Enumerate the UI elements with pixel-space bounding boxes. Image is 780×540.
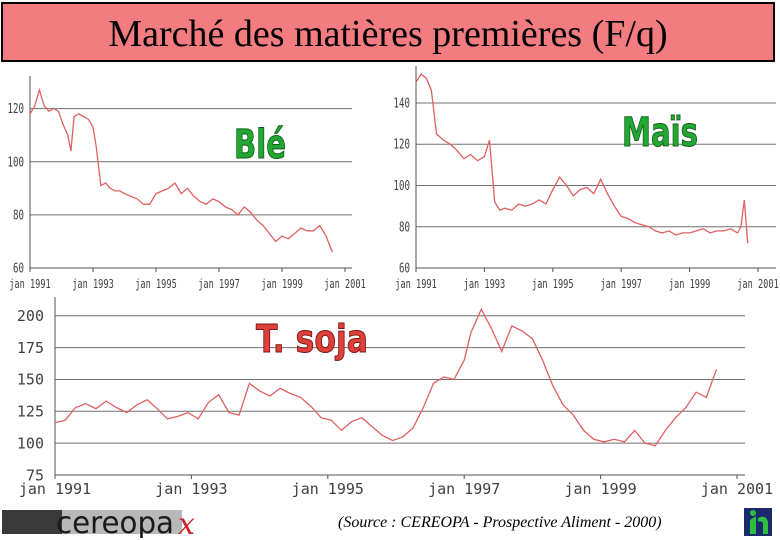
- x-tick-label: jan 1993: [72, 278, 114, 292]
- x-tick-label: jan 1999: [564, 480, 636, 498]
- x-tick-label: jan 1997: [600, 278, 642, 292]
- y-tick-label: 150: [17, 371, 44, 389]
- y-tick-label: 100: [8, 155, 25, 170]
- chart-mais: Maïs 60 80 100 120 140 jan 1991 jan 1993 jan 19…: [394, 66, 779, 291]
- svg-text:x: x: [178, 507, 195, 538]
- source-note: (Source : CEREOPA - Prospective Aliment …: [338, 514, 662, 531]
- y-tick-label: 80: [399, 220, 410, 235]
- x-tick-label: jan 1993: [155, 480, 227, 498]
- y-tick-label: 75: [26, 466, 44, 484]
- x-tick-label: jan 1991: [9, 278, 51, 292]
- x-tick-label: jan 1991: [19, 480, 91, 498]
- series-line-soja: [54, 307, 718, 447]
- x-tick-label: jan 2001: [324, 278, 366, 292]
- y-tick-label: 175: [17, 339, 44, 357]
- x-tick-label: jan 2001: [701, 480, 773, 498]
- chart-soja: T. soja 75 100 125 150 175 200 jan 1991 jan 199…: [17, 297, 773, 498]
- x-tick-label: jan 1995: [292, 480, 364, 498]
- chart-ble: Blé 60 80 100 120 jan 1991 jan 1993 jan 1995 ja…: [8, 76, 366, 291]
- chart-label-soja: T. soja: [256, 317, 368, 361]
- y-tick-label: 80: [13, 208, 24, 223]
- y-tick-label: 140: [394, 96, 411, 111]
- x-tick-label: jan 1991: [395, 278, 437, 292]
- page-title: Marché des matières premières (F/q): [108, 13, 668, 55]
- cereopa-logo-text: cereopa: [56, 506, 174, 538]
- y-tick-label: 200: [17, 307, 44, 325]
- company-logo: [744, 508, 772, 536]
- chart-label-ble: Blé: [234, 122, 286, 168]
- title-banner: Marché des matières premières (F/q): [1, 2, 775, 62]
- series-line-mais: [415, 73, 749, 244]
- x-tick-label: jan 2001: [737, 278, 779, 292]
- series-line-ble: [29, 87, 334, 253]
- cereopa-logo: cereopa x: [2, 506, 195, 538]
- y-tick-label: 120: [394, 137, 411, 152]
- y-tick-label: 100: [17, 434, 44, 452]
- x-tick-label: jan 1995: [135, 278, 177, 292]
- x-tick-label: jan 1995: [532, 278, 574, 292]
- x-tick-label: jan 1997: [428, 480, 500, 498]
- y-tick-label: 60: [399, 261, 410, 276]
- x-tick-label: jan 1993: [464, 278, 506, 292]
- y-tick-label: 100: [394, 178, 411, 193]
- x-tick-label: jan 1999: [669, 278, 711, 292]
- y-tick-label: 125: [17, 403, 44, 421]
- x-tick-label: jan 1997: [198, 278, 240, 292]
- y-tick-label: 60: [13, 261, 24, 276]
- chart-label-mais: Maïs: [622, 110, 698, 156]
- y-tick-label: 120: [8, 102, 25, 117]
- x-tick-label: jan 1999: [261, 278, 303, 292]
